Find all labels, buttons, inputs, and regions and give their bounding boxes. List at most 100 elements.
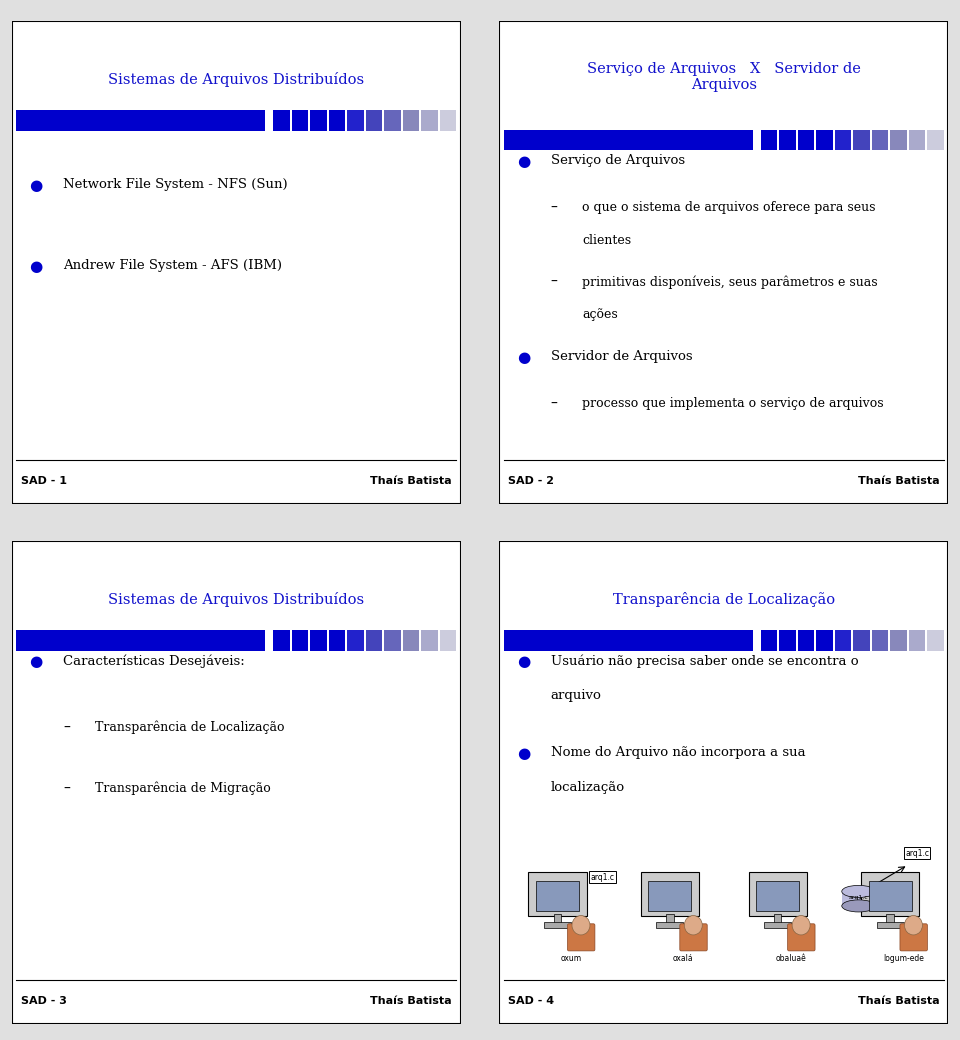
FancyBboxPatch shape bbox=[760, 130, 778, 150]
FancyBboxPatch shape bbox=[440, 630, 456, 651]
Text: Thaís Batista: Thaís Batista bbox=[371, 476, 452, 486]
FancyBboxPatch shape bbox=[900, 924, 927, 951]
FancyBboxPatch shape bbox=[835, 130, 852, 150]
FancyBboxPatch shape bbox=[504, 130, 753, 150]
Text: processo que implementa o serviço de arquivos: processo que implementa o serviço de arq… bbox=[583, 396, 884, 410]
Text: localização: localização bbox=[551, 781, 625, 794]
Text: –: – bbox=[63, 782, 70, 796]
FancyBboxPatch shape bbox=[328, 630, 346, 651]
FancyBboxPatch shape bbox=[764, 921, 791, 928]
Text: ●: ● bbox=[517, 654, 531, 670]
FancyBboxPatch shape bbox=[816, 130, 833, 150]
FancyBboxPatch shape bbox=[798, 130, 814, 150]
Text: –: – bbox=[551, 276, 558, 289]
FancyBboxPatch shape bbox=[869, 881, 912, 911]
FancyBboxPatch shape bbox=[273, 110, 290, 131]
Text: Thaís Batista: Thaís Batista bbox=[858, 996, 940, 1006]
FancyBboxPatch shape bbox=[12, 21, 461, 504]
FancyBboxPatch shape bbox=[909, 130, 925, 150]
Text: oxalá: oxalá bbox=[673, 955, 694, 963]
Text: ●: ● bbox=[30, 178, 43, 193]
Text: Thaís Batista: Thaís Batista bbox=[858, 476, 940, 486]
Text: –: – bbox=[551, 201, 558, 214]
FancyBboxPatch shape bbox=[310, 110, 326, 131]
FancyBboxPatch shape bbox=[273, 630, 290, 651]
FancyBboxPatch shape bbox=[872, 630, 888, 651]
Text: arq1.c: arq1.c bbox=[590, 873, 614, 882]
FancyBboxPatch shape bbox=[384, 110, 400, 131]
Text: Thaís Batista: Thaís Batista bbox=[371, 996, 452, 1006]
FancyBboxPatch shape bbox=[292, 110, 308, 131]
FancyBboxPatch shape bbox=[366, 630, 382, 651]
Text: SAD - 1: SAD - 1 bbox=[20, 476, 66, 486]
FancyBboxPatch shape bbox=[366, 110, 382, 131]
FancyBboxPatch shape bbox=[816, 630, 833, 651]
FancyBboxPatch shape bbox=[440, 110, 456, 131]
FancyBboxPatch shape bbox=[749, 873, 807, 915]
FancyBboxPatch shape bbox=[861, 873, 920, 915]
FancyBboxPatch shape bbox=[328, 110, 346, 131]
FancyBboxPatch shape bbox=[12, 541, 461, 1024]
FancyBboxPatch shape bbox=[536, 881, 579, 911]
Text: Network File System - NFS (Sun): Network File System - NFS (Sun) bbox=[63, 178, 288, 191]
Circle shape bbox=[792, 915, 810, 935]
FancyBboxPatch shape bbox=[774, 914, 781, 922]
FancyBboxPatch shape bbox=[890, 630, 907, 651]
FancyBboxPatch shape bbox=[886, 914, 894, 922]
FancyBboxPatch shape bbox=[680, 924, 708, 951]
FancyBboxPatch shape bbox=[16, 630, 265, 651]
FancyBboxPatch shape bbox=[780, 130, 796, 150]
Text: Sistemas de Arquivos Distribuídos: Sistemas de Arquivos Distribuídos bbox=[108, 72, 364, 86]
FancyBboxPatch shape bbox=[348, 630, 364, 651]
Text: ●: ● bbox=[517, 349, 531, 365]
FancyBboxPatch shape bbox=[504, 630, 753, 651]
FancyBboxPatch shape bbox=[567, 924, 595, 951]
FancyBboxPatch shape bbox=[842, 891, 876, 906]
Circle shape bbox=[572, 915, 590, 935]
Text: Transparência de Migração: Transparência de Migração bbox=[95, 782, 271, 796]
Text: obaluaê: obaluaê bbox=[776, 955, 806, 963]
Text: ●: ● bbox=[517, 154, 531, 168]
Text: Serviço de Arquivos: Serviço de Arquivos bbox=[551, 154, 685, 166]
Circle shape bbox=[904, 915, 923, 935]
Text: Transparência de Localização: Transparência de Localização bbox=[95, 721, 284, 734]
FancyBboxPatch shape bbox=[657, 921, 684, 928]
FancyBboxPatch shape bbox=[876, 921, 903, 928]
Text: ●: ● bbox=[30, 259, 43, 274]
Text: SAD - 2: SAD - 2 bbox=[508, 476, 554, 486]
FancyBboxPatch shape bbox=[544, 921, 571, 928]
Text: Sistemas de Arquivos Distribuídos: Sistemas de Arquivos Distribuídos bbox=[108, 592, 364, 606]
Text: Andrew File System - AFS (IBM): Andrew File System - AFS (IBM) bbox=[63, 259, 282, 271]
FancyBboxPatch shape bbox=[499, 21, 948, 504]
FancyBboxPatch shape bbox=[909, 630, 925, 651]
Text: clientes: clientes bbox=[583, 234, 632, 246]
Text: Nome do Arquivo não incorpora a sua: Nome do Arquivo não incorpora a sua bbox=[551, 746, 805, 759]
FancyBboxPatch shape bbox=[402, 630, 420, 651]
Text: arquivo: arquivo bbox=[551, 690, 602, 702]
FancyBboxPatch shape bbox=[421, 630, 438, 651]
FancyBboxPatch shape bbox=[348, 110, 364, 131]
Text: –: – bbox=[551, 396, 558, 411]
Text: o que o sistema de arquivos oferece para seus: o que o sistema de arquivos oferece para… bbox=[583, 201, 876, 213]
FancyBboxPatch shape bbox=[402, 110, 420, 131]
Text: oxum: oxum bbox=[561, 955, 582, 963]
FancyBboxPatch shape bbox=[648, 881, 691, 911]
FancyBboxPatch shape bbox=[835, 630, 852, 651]
Text: Serviço de Arquivos   X   Servidor de
Arquivos: Serviço de Arquivos X Servidor de Arquiv… bbox=[587, 62, 861, 93]
Text: arq1.c: arq1.c bbox=[849, 895, 869, 901]
Text: SAD - 3: SAD - 3 bbox=[20, 996, 66, 1006]
FancyBboxPatch shape bbox=[292, 630, 308, 651]
Text: ●: ● bbox=[517, 746, 531, 761]
FancyBboxPatch shape bbox=[927, 630, 944, 651]
FancyBboxPatch shape bbox=[780, 630, 796, 651]
Text: arq1.c: arq1.c bbox=[905, 849, 929, 858]
FancyBboxPatch shape bbox=[787, 924, 815, 951]
Text: Características Desejáveis:: Características Desejáveis: bbox=[63, 654, 245, 668]
Ellipse shape bbox=[842, 885, 876, 898]
Text: –: – bbox=[63, 721, 70, 734]
FancyBboxPatch shape bbox=[528, 873, 587, 915]
FancyBboxPatch shape bbox=[666, 914, 674, 922]
Text: Servidor de Arquivos: Servidor de Arquivos bbox=[551, 349, 692, 363]
Text: ●: ● bbox=[30, 654, 43, 670]
FancyBboxPatch shape bbox=[640, 873, 699, 915]
